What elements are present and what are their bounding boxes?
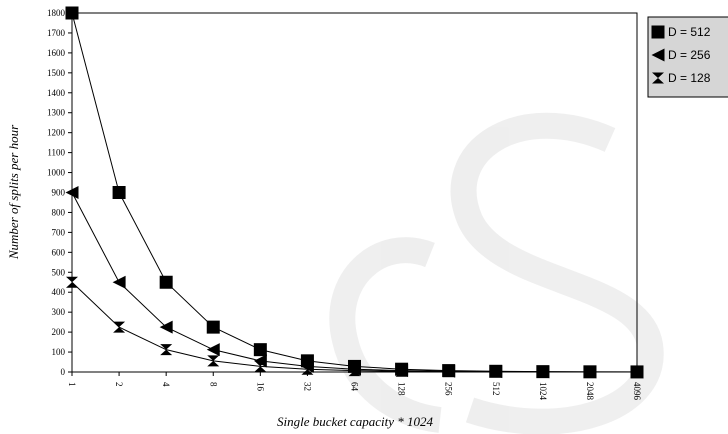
data-point-d128: [66, 276, 78, 288]
x-axis-title: Single bucket capacity * 1024: [277, 414, 433, 429]
y-tick-label: 1000: [47, 168, 66, 178]
series-d512: [65, 6, 644, 379]
x-tick-label: 1024: [538, 382, 548, 401]
y-tick-label: 600: [52, 247, 66, 257]
x-tick-label: 32: [302, 382, 312, 391]
data-point-d512: [442, 364, 456, 378]
y-tick-label: 1600: [47, 48, 66, 58]
y-tick-label: 700: [52, 227, 66, 237]
y-axis: 0 100 200 300 400 500 600 700 800 900 1000 1100 1200…: [47, 8, 72, 377]
y-tick-label: 900: [52, 188, 66, 198]
data-point-d512: [253, 343, 267, 357]
x-tick-label: 128: [397, 382, 407, 396]
legend-marker: [651, 48, 665, 62]
data-point-d512: [489, 364, 503, 378]
watermark: [329, 112, 664, 434]
data-point-d512: [206, 320, 220, 334]
x-tick-label: 2: [114, 382, 124, 387]
x-tick-label: 4096: [632, 382, 642, 401]
data-point-d512: [395, 362, 409, 376]
data-point-d512: [536, 365, 550, 379]
watermark-s-shape: [450, 112, 664, 434]
x-tick-label: 1: [67, 382, 77, 387]
data-point-d256: [112, 275, 126, 289]
y-tick-label: 1800: [47, 8, 66, 18]
y-tick-label: 1200: [47, 128, 66, 138]
y-tick-label: 1500: [47, 68, 66, 78]
data-point-d128: [160, 344, 173, 356]
legend-marker: [652, 72, 664, 84]
data-point-d512: [65, 6, 79, 20]
y-tick-label: 400: [52, 287, 66, 297]
y-tick-label: 500: [52, 267, 66, 277]
x-tick-label: 4: [161, 382, 171, 387]
x-tick-label: 512: [491, 382, 501, 396]
legend-marker: [651, 25, 665, 39]
legend-label: D = 512: [668, 25, 711, 39]
data-point-d512: [583, 365, 597, 379]
data-point-d128: [113, 321, 126, 333]
y-tick-label: 1700: [47, 28, 66, 38]
data-point-d512: [630, 365, 644, 379]
y-tick-label: 800: [52, 207, 66, 217]
y-tick-label: 0: [61, 367, 66, 377]
watermark-c-shape: [329, 237, 442, 433]
y-tick-label: 1400: [47, 88, 66, 98]
y-tick-label: 100: [52, 347, 66, 357]
x-tick-label: 64: [350, 382, 360, 392]
x-tick-label: 16: [255, 382, 265, 392]
x-tick-label: 8: [208, 382, 218, 387]
data-point-d256: [65, 186, 79, 199]
data-point-d256: [159, 320, 173, 334]
y-axis-title: Number of splits per hour: [6, 124, 21, 260]
x-tick-label: 2048: [585, 382, 595, 401]
legend: D = 512 D = 256 D = 128: [647, 16, 728, 98]
y-tick-label: 1100: [47, 148, 65, 158]
legend-label: D = 256: [668, 48, 711, 62]
data-point-d256: [206, 343, 220, 357]
data-point-d128: [207, 355, 220, 367]
series-layer: [65, 6, 644, 379]
data-point-d512: [348, 359, 361, 373]
y-tick-label: 300: [52, 307, 66, 317]
data-point-d512: [300, 354, 314, 368]
data-point-d512: [159, 275, 173, 289]
legend-label: D = 128: [668, 71, 711, 85]
y-tick-label: 1300: [47, 108, 66, 118]
data-point-d256: [253, 354, 267, 368]
x-tick-label: 256: [444, 382, 454, 396]
data-point-d512: [112, 186, 126, 199]
y-tick-label: 200: [52, 327, 66, 337]
